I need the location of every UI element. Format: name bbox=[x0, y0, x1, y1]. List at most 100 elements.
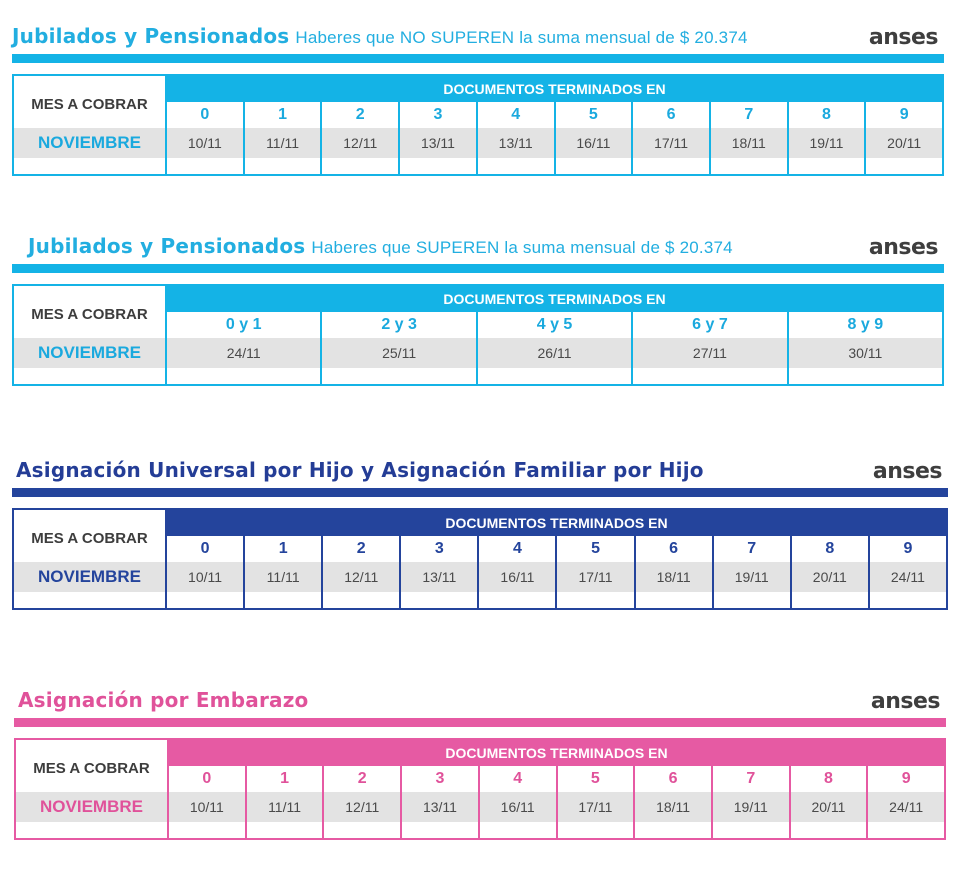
title-text: Asignación por Embarazo bbox=[18, 688, 309, 712]
mes-a-cobrar-label: MES A COBRAR bbox=[31, 530, 148, 547]
digit-column: 0 10/11 bbox=[167, 536, 244, 608]
digit-column: 4 16/11 bbox=[477, 536, 556, 608]
anses-logo: anses bbox=[872, 459, 943, 484]
digit-column: 6 18/11 bbox=[633, 766, 711, 838]
payment-date: 17/11 bbox=[557, 562, 634, 592]
document-digit: 0 y 1 bbox=[225, 316, 262, 333]
payment-date: 12/11 bbox=[322, 128, 399, 158]
payment-date: 24/11 bbox=[167, 338, 321, 368]
digit-column: 1 11/11 bbox=[243, 536, 322, 608]
month-cell: MES A COBRAR NOVIEMBRE bbox=[14, 286, 167, 384]
document-digit: 3 bbox=[434, 540, 444, 557]
payment-table: MES A COBRAR NOVIEMBRE DOCUMENTOS TERMIN… bbox=[14, 738, 946, 840]
digit-columns: 0 10/11 1 11/11 2 12/11 3 13/11 4 13/11 5 16/11 6 17/… bbox=[167, 102, 943, 174]
anses-logo: anses bbox=[868, 25, 939, 50]
title-text: Asignación Universal por Hijo y Asignaci… bbox=[16, 458, 704, 482]
payment-table: MES A COBRAR NOVIEMBRE DOCUMENTOS TERMIN… bbox=[12, 74, 944, 176]
payment-date: 16/11 bbox=[479, 562, 556, 592]
payment-date: 17/11 bbox=[557, 792, 634, 822]
payment-date: 13/11 bbox=[401, 562, 478, 592]
payment-date: 11/11 bbox=[246, 792, 323, 822]
document-digit: 2 bbox=[355, 106, 365, 123]
digit-columns: 0 y 1 24/11 2 y 3 25/11 4 y 5 26/11 6 y 7 27/11… bbox=[167, 312, 943, 384]
payment-date: 16/11 bbox=[555, 128, 632, 158]
digit-column: 2 12/11 bbox=[321, 536, 400, 608]
digit-column: 5 17/11 bbox=[555, 766, 634, 838]
document-digit: 6 y 7 bbox=[692, 316, 728, 333]
payment-date: 24/11 bbox=[869, 562, 946, 592]
digit-column: 3 13/11 bbox=[400, 766, 478, 838]
section-header: Asignación por Embarazo anses bbox=[14, 680, 946, 714]
documents-header: DOCUMENTOS TERMINADOS EN bbox=[167, 286, 942, 312]
month-value: NOVIEMBRE bbox=[14, 562, 165, 592]
document-digit: 6 bbox=[668, 770, 678, 787]
month-cell: MES A COBRAR NOVIEMBRE bbox=[16, 740, 169, 838]
document-digit: 6 bbox=[666, 106, 676, 123]
document-digit: 4 bbox=[513, 770, 523, 787]
header-bar bbox=[14, 718, 946, 727]
title-text: Jubilados y Pensionados bbox=[28, 234, 306, 258]
document-digit: 8 y 9 bbox=[847, 316, 884, 333]
digit-column: 7 19/11 bbox=[711, 536, 790, 608]
digit-column: 8 y 9 30/11 bbox=[786, 312, 943, 384]
documents-block: DOCUMENTOS TERMINADOS EN 0 10/11 1 11/11 2 12… bbox=[167, 510, 946, 608]
month-cell: MES A COBRAR NOVIEMBRE bbox=[14, 510, 167, 608]
digit-columns: 0 10/11 1 11/11 2 12/11 3 13/11 4 16/11 5 17/11 6 18/… bbox=[167, 536, 946, 608]
payment-date: 19/11 bbox=[713, 562, 790, 592]
digit-column: 9 24/11 bbox=[867, 536, 946, 608]
digit-column: 9 24/11 bbox=[866, 766, 945, 838]
documents-block: DOCUMENTOS TERMINADOS EN 0 10/11 1 11/11 2 12… bbox=[167, 76, 943, 174]
digit-columns: 0 10/11 1 11/11 2 12/11 3 13/11 4 16/11 5 17/11 6 18/… bbox=[169, 766, 945, 838]
document-digit: 3 bbox=[435, 770, 445, 787]
document-digit: 8 bbox=[825, 540, 835, 557]
document-digit: 5 bbox=[588, 106, 598, 123]
section-header: Jubilados y Pensionados Haberes que NO SU… bbox=[12, 16, 944, 50]
month-value: NOVIEMBRE bbox=[14, 128, 165, 158]
document-digit: 9 bbox=[901, 770, 911, 787]
section-asignacion-universal: Asignación Universal por Hijo y Asignaci… bbox=[12, 450, 948, 610]
payment-date: 12/11 bbox=[323, 562, 400, 592]
payment-date: 18/11 bbox=[710, 128, 787, 158]
payment-date: 13/11 bbox=[400, 128, 476, 158]
subtitle-text: Haberes que SUPEREN la suma mensual de $… bbox=[311, 238, 733, 257]
section-title: Asignación por Embarazo bbox=[18, 688, 308, 712]
digit-column: 5 16/11 bbox=[553, 102, 632, 174]
mes-a-cobrar-label: MES A COBRAR bbox=[33, 760, 150, 777]
payment-table: MES A COBRAR NOVIEMBRE DOCUMENTOS TERMIN… bbox=[12, 284, 944, 386]
document-digit: 7 bbox=[746, 770, 756, 787]
digit-column: 0 10/11 bbox=[169, 766, 245, 838]
document-digit: 0 bbox=[202, 770, 212, 787]
document-digit: 5 bbox=[590, 770, 600, 787]
month-cell: MES A COBRAR NOVIEMBRE bbox=[14, 76, 167, 174]
document-digit: 6 bbox=[669, 540, 679, 557]
document-digit: 9 bbox=[903, 540, 913, 557]
section-title: Jubilados y Pensionados Haberes que NO SU… bbox=[12, 24, 748, 48]
section-title: Jubilados y Pensionados Haberes que SUPER… bbox=[28, 234, 733, 258]
document-digit: 8 bbox=[822, 106, 831, 123]
document-digit: 2 bbox=[356, 540, 366, 557]
document-digit: 9 bbox=[899, 106, 909, 123]
payment-date: 30/11 bbox=[788, 338, 943, 368]
payment-date: 19/11 bbox=[788, 128, 865, 158]
digit-column: 4 y 5 26/11 bbox=[475, 312, 632, 384]
document-digit: 7 bbox=[744, 106, 754, 123]
payment-date: 18/11 bbox=[635, 792, 711, 822]
payment-date: 10/11 bbox=[167, 128, 243, 158]
payment-date: 17/11 bbox=[633, 128, 709, 158]
document-digit: 8 bbox=[824, 770, 833, 787]
digit-column: 7 19/11 bbox=[710, 766, 789, 838]
document-digit: 4 bbox=[512, 540, 522, 557]
section-jubilados-superen: Jubilados y Pensionados Haberes que SUPER… bbox=[12, 226, 944, 386]
document-digit: 0 bbox=[200, 540, 210, 557]
subtitle-text: Haberes que NO SUPEREN la suma mensual d… bbox=[295, 28, 748, 47]
document-digit: 2 y 3 bbox=[381, 316, 417, 333]
documents-header: DOCUMENTOS TERMINADOS EN bbox=[167, 76, 942, 102]
payment-date: 11/11 bbox=[245, 562, 322, 592]
digit-column: 7 18/11 bbox=[708, 102, 787, 174]
digit-column: 0 y 1 24/11 bbox=[167, 312, 321, 384]
document-digit: 5 bbox=[591, 540, 600, 557]
digit-column: 9 20/11 bbox=[864, 102, 943, 174]
document-digit: 4 bbox=[511, 106, 521, 123]
payment-date: 24/11 bbox=[868, 792, 945, 822]
digit-column: 8 20/11 bbox=[789, 536, 868, 608]
